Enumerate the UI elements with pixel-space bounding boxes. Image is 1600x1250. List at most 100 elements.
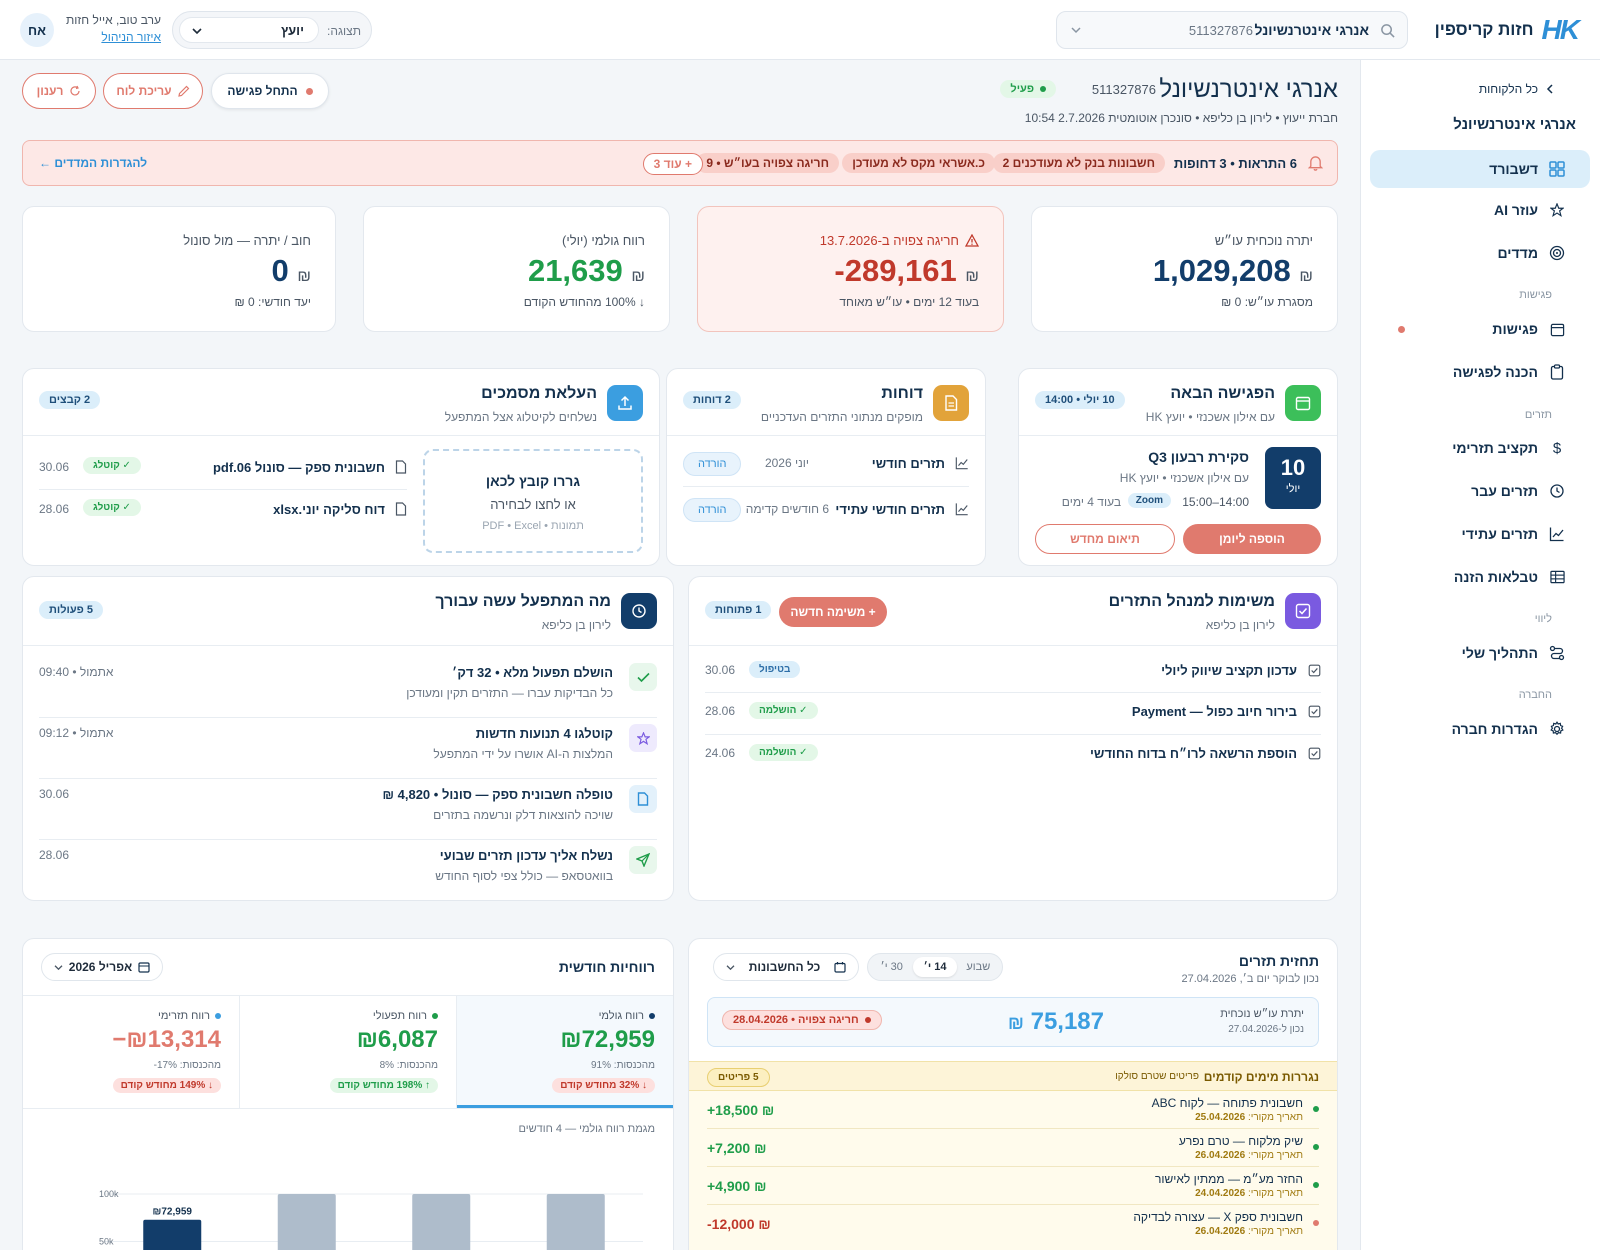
alert-chip[interactable]: חריגה צפויה בעו״ש • 9 (696, 153, 839, 173)
edit-board-button[interactable]: עריכת לוח (103, 73, 203, 109)
file-row[interactable]: חשבונית ספק — סונול 06.pdf ✓ קוטלג 30.06 (39, 451, 407, 485)
bar-value-label: ₪72,959 (153, 1207, 193, 1218)
sidebar: כל הלקוחות אנרגי אינטרנשיונל דשבורד עוזר… (1360, 60, 1600, 1250)
main-content: אנרגי אינטרנשיונל 511327876 פעיל חברת יי… (0, 60, 1360, 1250)
kpi-number: 0 (271, 253, 289, 288)
sidebar-item-my-process[interactable]: התהליך שלי (1360, 634, 1600, 672)
item-name: חשבונית פתוחה — לקוח ABC (1151, 1096, 1303, 1110)
meeting-time: 14:00–15:00 (1182, 495, 1249, 509)
tab-separator (456, 996, 457, 1108)
reschedule-button[interactable]: תיאום מחדש (1035, 524, 1175, 554)
range-option[interactable]: 30 י׳ (880, 961, 903, 973)
alerts-more-button[interactable]: + עוד 3 (642, 153, 703, 175)
profit-tab-gross[interactable]: רווח גולמי ₪72,959 מהכנסות: 91% ↓ 32% מח… (457, 996, 673, 1108)
task-row[interactable]: עדכון תקציב שיווק ליולי בטיפול 30.06 (705, 657, 1321, 687)
row-divider (705, 692, 1321, 693)
new-task-button[interactable]: + משימה חדשה (779, 597, 887, 627)
company-id: 511327876 (1091, 82, 1156, 97)
metrics-settings-link[interactable]: להגדרות המדדים ← (39, 156, 148, 170)
sidebar-section-cashflow: תזרים (1524, 409, 1552, 421)
task-row[interactable]: הוספת הרשאה לרו״ח בדוח החודשי ✓ הושלמה 2… (705, 740, 1321, 770)
sidebar-item-metrics[interactable]: מדדים (1360, 234, 1600, 272)
open-tasks-badge: 1 פתוחות (705, 601, 772, 619)
task-date: 30.06 (705, 663, 736, 677)
start-meeting-button[interactable]: התחל פגישה (211, 73, 329, 109)
alert-chip[interactable]: כ.אשראי מקס לא מעודכן (842, 153, 995, 173)
date-day: 10 (1280, 455, 1306, 480)
sidebar-item-budget[interactable]: $ תקציב תזרימי (1360, 429, 1600, 467)
download-button[interactable]: הורדה (683, 452, 742, 476)
drop-zone[interactable]: גררו קובץ לכאן או לחצו לבחירה תמונות • P… (423, 449, 643, 553)
document-icon (933, 385, 969, 421)
brand[interactable]: HK חזות קריספין (1435, 14, 1580, 46)
sidebar-item-meeting-prep[interactable]: הכנה לפגישה (1360, 353, 1600, 391)
bar[interactable] (143, 1219, 202, 1250)
refresh-button[interactable]: רענון (22, 73, 96, 109)
sidebar-item-ai[interactable]: עוזר AI (1360, 191, 1600, 229)
client-search[interactable]: אנרגי אינטרנשיונל 511327876 (1056, 11, 1408, 49)
avatar[interactable]: אח (20, 13, 54, 47)
carryover-row[interactable]: חשבונית ספק X — עצורה לבדיקה תאריך מקורי… (707, 1205, 1319, 1243)
table-icon (1548, 568, 1566, 586)
range-option-selected[interactable]: 14 י׳ (913, 957, 957, 977)
accounts-select[interactable]: כל החשבונות (713, 953, 859, 981)
star-icon (1548, 201, 1566, 219)
kpi-debt-card: חוב / יתרה — מול סונול 0 ₪ יעד חודשי: 0 … (22, 206, 336, 332)
balance-date: נכון ל-27.04.2026 (1228, 1024, 1304, 1035)
admin-link[interactable]: איזור הניהול (101, 30, 161, 44)
tab-value: ₪6,087 (356, 1026, 438, 1053)
activity-row: הושלם תפעול מלא • 32 דק׳ כל הבדיקות עברו… (39, 657, 657, 709)
carryover-row[interactable]: החזר מע״מ — ממתין לאישור תאריך מקורי: 24… (707, 1167, 1319, 1205)
bar[interactable] (546, 1194, 605, 1250)
task-date: 24.06 (705, 746, 736, 760)
task-check-icon (1308, 747, 1321, 760)
profit-tab-operating[interactable]: רווח תפעולי ₪6,087 מהכנסות: 8% ↑ 198% מח… (240, 996, 456, 1108)
back-to-clients[interactable]: כל הלקוחות (1479, 82, 1554, 96)
chevron-down-icon (1071, 26, 1081, 34)
add-to-calendar-button[interactable]: הוספה ליומן (1183, 524, 1321, 554)
sidebar-item-dashboard[interactable]: דשבורד (1370, 150, 1590, 188)
carryover-row[interactable]: חשבונית פתוחה — לקוח ABC תאריך מקורי: 25… (707, 1091, 1319, 1129)
date-month: יולי (1285, 483, 1301, 495)
search-icon (1380, 23, 1395, 38)
carryover-row[interactable]: שיק מלקוח — טרם נפרע תאריך מקורי: 26.04.… (707, 1129, 1319, 1167)
range-option[interactable]: שבוע (966, 961, 991, 973)
bar[interactable] (277, 1194, 336, 1250)
sidebar-item-past-cashflow[interactable]: תזרים עבר (1360, 472, 1600, 510)
activity-title: קוטלגו 4 תנועות חדשות (475, 726, 613, 741)
page-title: אנרגי אינטרנשיונל (1159, 76, 1338, 103)
file-icon (395, 460, 407, 474)
divider (1019, 435, 1337, 436)
kpi-title-text: חריגה צפויה ב-13.7.2026 (819, 233, 959, 248)
sidebar-item-input-tables[interactable]: טבלאות הזנה (1360, 558, 1600, 596)
bell-icon[interactable] (1308, 155, 1323, 171)
grid-icon (1548, 160, 1566, 178)
sidebar-item-label: הגדרות חברה (1451, 721, 1538, 737)
sidebar-item-company-settings[interactable]: הגדרות חברה (1360, 710, 1600, 748)
operator-activity-card: מה המתפעל עשה עבורך לירון בן כליפא 5 פעו… (22, 576, 674, 901)
bar[interactable] (412, 1194, 471, 1250)
download-button[interactable]: הורדה (683, 498, 742, 522)
task-row[interactable]: בירור חיוב כפול — Payment ✓ הושלמה 28.06 (705, 698, 1321, 728)
kpi-overdraft-card: חריגה צפויה ב-13.7.2026 -289,161 ₪ בעוד … (697, 206, 1004, 332)
kpi-balance-card: יתרה נוכחית עו״ש 1,029,208 ₪ מסגרת עו״ש:… (1031, 206, 1338, 332)
file-row[interactable]: דוח סליקה יוני.xlsx ✓ קוטלג 28.06 (39, 493, 407, 527)
y-tick-label: 100k (99, 1189, 119, 1199)
chevron-down-icon (192, 27, 202, 35)
month-select[interactable]: אפריל 2026 (41, 953, 163, 981)
card-subtitle: עם אילון אשכנזי • יועץ HK (1145, 410, 1275, 424)
document-icon (629, 785, 657, 813)
kpi-sub: ↓ 100% מהחודש הקודם (523, 295, 645, 309)
sidebar-item-meetings[interactable]: פגישות (1360, 310, 1600, 348)
kpi-number: 21,639 (527, 253, 623, 288)
alert-dot (864, 1017, 871, 1023)
meeting-badge: 10 יולי • 14:00 (1035, 391, 1125, 409)
sidebar-section-meetings: פגישות (1519, 289, 1552, 301)
view-select[interactable]: יועץ (179, 17, 319, 43)
profit-tab-cashflow[interactable]: רווח תזרימי −₪13,314 מהכנסות: 17%- ↓ 149… (23, 996, 239, 1108)
view-selector[interactable]: תצוגה: יועץ (172, 11, 372, 49)
sidebar-item-future-cashflow[interactable]: תזרים עתידי (1360, 515, 1600, 553)
sidebar-client-name: אנרגי אינטרנשיונל (1453, 116, 1576, 133)
top-bar: HK חזות קריספין אנרגי אינטרנשיונל 511327… (0, 0, 1600, 60)
alert-chip[interactable]: חשבונות בנק לא מעודכנים 2 (992, 153, 1165, 173)
